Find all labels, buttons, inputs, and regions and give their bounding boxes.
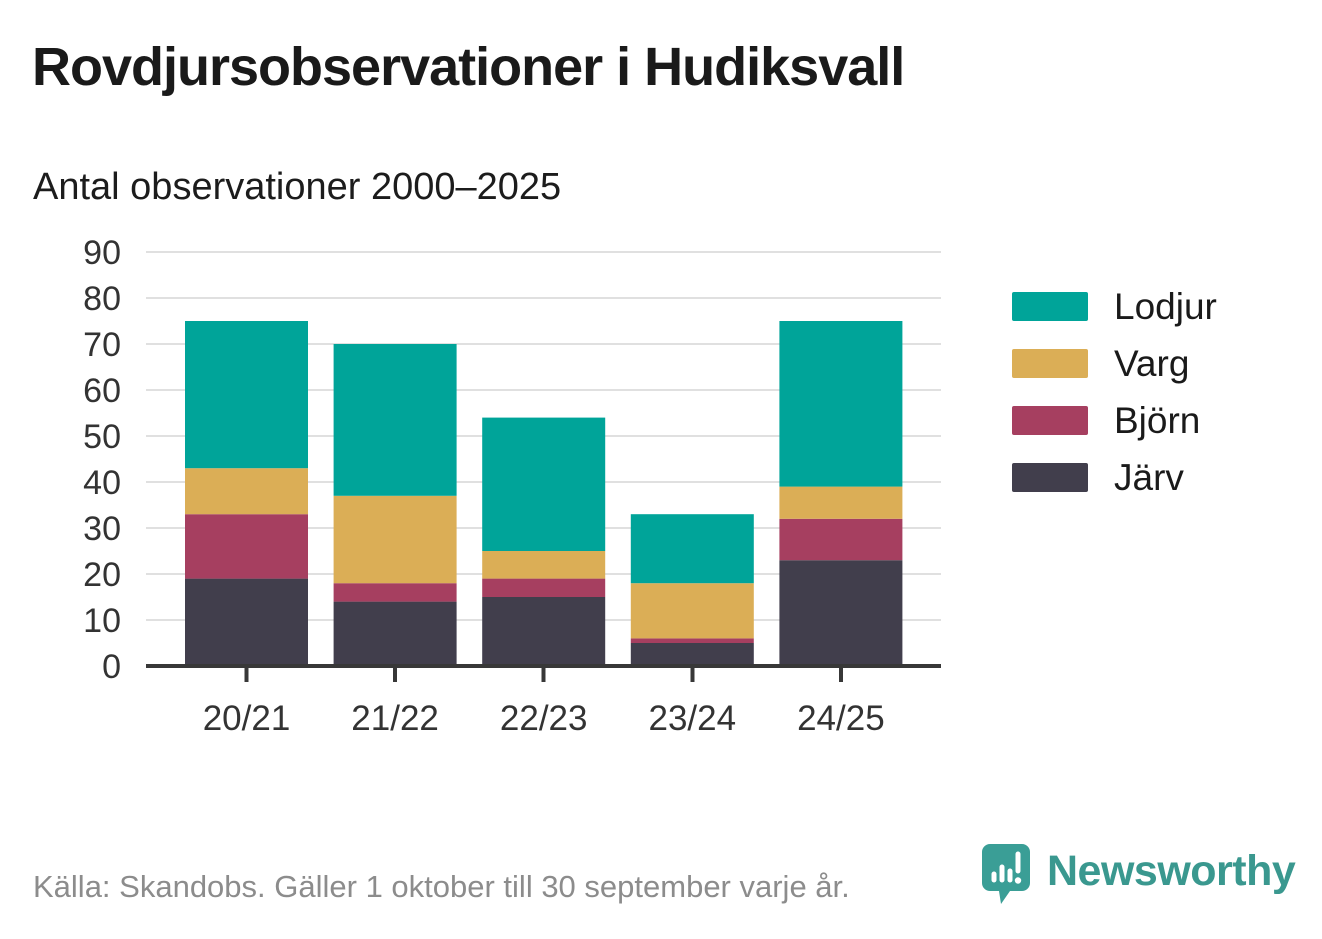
- brand-wordmark: Newsworthy: [1047, 847, 1296, 895]
- bar-segment-varg-23-24: [630, 583, 754, 639]
- bar-segment-bjrn-24-25: [779, 518, 903, 561]
- bar-segment-varg-21-22: [333, 495, 457, 584]
- bar-segment-bjrn-22-23: [482, 578, 606, 597]
- legend-item-varg: Varg: [1012, 343, 1217, 384]
- x-tick-mark: [541, 668, 546, 682]
- legend-item-jrv: Järv: [1012, 457, 1217, 498]
- newsworthy-logo-icon: [982, 844, 1030, 904]
- bar-segment-varg-22-23: [482, 551, 606, 579]
- bar-segment-varg-20-21: [185, 468, 308, 515]
- y-tick-label: 10: [83, 602, 121, 640]
- x-tick-mark: [393, 668, 398, 682]
- legend-label: Björn: [1114, 399, 1201, 441]
- brand-block: Newsworthy: [981, 843, 1296, 907]
- x-tick-mark: [690, 668, 695, 682]
- legend-label: Järv: [1114, 456, 1184, 498]
- legend-swatch: [1012, 463, 1088, 492]
- bar-segment-lodjur-22-23: [482, 417, 606, 551]
- y-tick-label: 70: [83, 326, 121, 364]
- bar-segment-lodjur-20-21: [185, 321, 308, 469]
- y-tick-label: 0: [102, 648, 121, 686]
- x-tick-label: 20/21: [203, 699, 291, 738]
- bar-segment-lodjur-21-22: [333, 344, 457, 496]
- legend-item-lodjur: Lodjur: [1012, 286, 1217, 327]
- chart-title: Rovdjursobservationer i Hudiksvall: [32, 37, 905, 97]
- y-tick-label: 80: [83, 280, 121, 318]
- bar-segment-jrv-20-21: [185, 578, 308, 666]
- bar-segment-jrv-23-24: [630, 643, 754, 666]
- bar-segment-varg-24-25: [779, 486, 903, 519]
- source-note: Källa: Skandobs. Gäller 1 oktober till 3…: [33, 869, 850, 904]
- x-tick-label: 24/25: [797, 699, 885, 738]
- y-tick-label: 40: [83, 464, 121, 502]
- legend-label: Lodjur: [1114, 285, 1217, 327]
- bar-segment-bjrn-21-22: [333, 583, 457, 602]
- x-axis-line: [146, 664, 941, 668]
- bar-segment-jrv-24-25: [779, 560, 903, 666]
- legend-item-bjrn: Björn: [1012, 400, 1217, 441]
- y-tick-label: 60: [83, 372, 121, 410]
- x-tick-mark: [244, 668, 249, 682]
- x-tick-label: 22/23: [500, 699, 588, 738]
- chart-legend: Lodjur Varg Björn Järv: [1012, 286, 1217, 520]
- legend-swatch: [1012, 406, 1088, 435]
- legend-swatch: [1012, 292, 1088, 321]
- bar-segment-lodjur-24-25: [779, 321, 903, 487]
- y-tick-label: 30: [83, 510, 121, 548]
- legend-label: Varg: [1114, 342, 1190, 384]
- y-tick-label: 90: [83, 234, 121, 272]
- bar-segment-jrv-22-23: [482, 597, 606, 666]
- legend-swatch: [1012, 349, 1088, 378]
- y-tick-label: 20: [83, 556, 121, 594]
- bar-segment-bjrn-23-24: [630, 638, 754, 643]
- bar-segment-jrv-21-22: [333, 601, 457, 666]
- y-tick-label: 50: [83, 418, 121, 456]
- x-tick-mark: [838, 668, 843, 682]
- x-tick-label: 21/22: [351, 699, 439, 738]
- chart-subtitle: Antal observationer 2000–2025: [33, 166, 562, 208]
- bar-segment-bjrn-20-21: [185, 514, 308, 579]
- x-tick-label: 23/24: [649, 699, 737, 738]
- bar-segment-lodjur-23-24: [630, 514, 754, 584]
